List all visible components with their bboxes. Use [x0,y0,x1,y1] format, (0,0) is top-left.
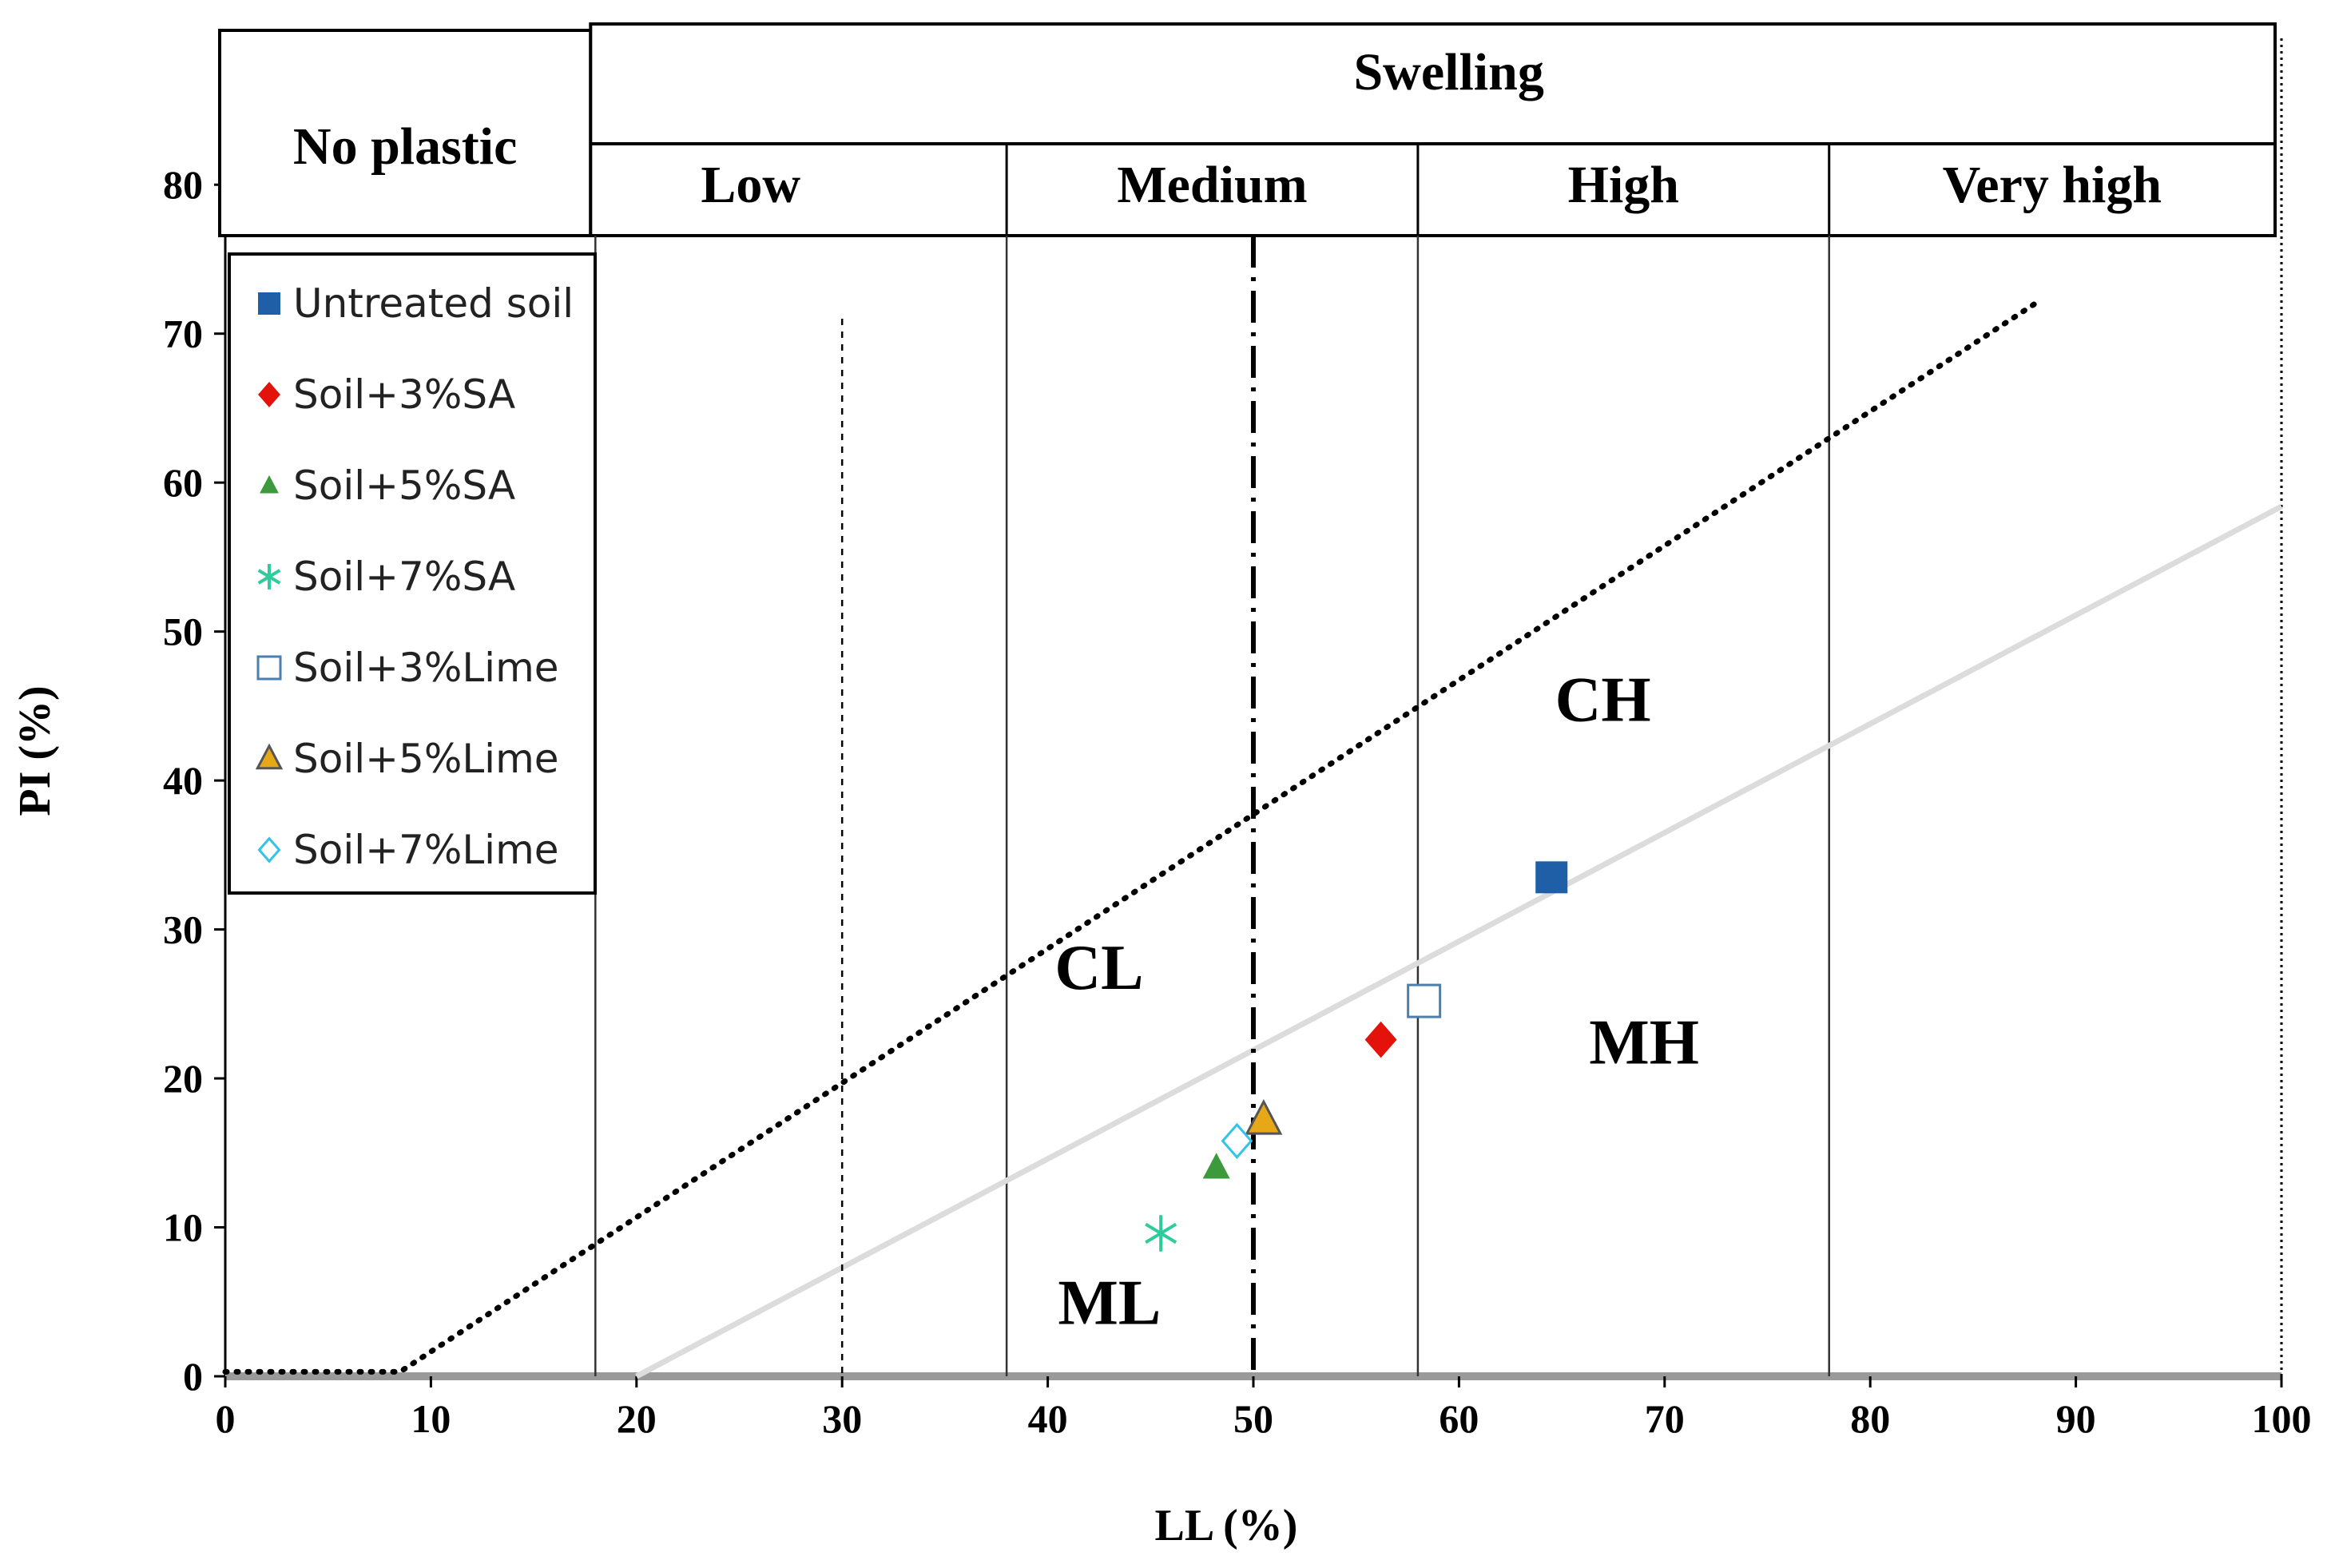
x-tick-label: 0 [216,1396,236,1441]
x-tick-label: 70 [1645,1396,1685,1441]
legend-item: Soil+7%SA [257,554,515,600]
y-tick-label: 10 [163,1205,203,1250]
y-tick-label: 50 [163,609,203,654]
data-point-untreated-soil [1535,861,1568,894]
data-point-soil-5-sa [1202,1153,1230,1179]
legend-label: Soil+5%Lime [293,736,559,782]
legend-label: Soil+5%SA [293,462,515,509]
legend-marker [257,564,281,589]
y-tick-label: 40 [163,758,203,803]
y-axis-title: PI (%) [10,685,60,816]
x-tick-label: 40 [1028,1396,1068,1441]
x-tick-label: 80 [1850,1396,1890,1441]
swelling-class-label: Low [701,156,800,214]
x-tick-label: 60 [1439,1396,1479,1441]
swelling-table [589,22,2277,237]
y-tick-label: 60 [163,460,203,505]
data-point-soil-3-sa [1364,1021,1397,1058]
zone-label-ch: CH [1555,665,1651,736]
legend-marker [255,743,284,770]
u-line [222,300,2038,1375]
legend-label: Soil+7%Lime [293,827,559,873]
data-point-soil-5-lime [1245,1098,1283,1135]
data-point-soil-3-lime [1407,983,1442,1018]
y-tick-label: 80 [163,162,203,207]
x-tick-label: 30 [822,1396,862,1441]
legend-item: Untreated soil [258,280,574,327]
y-tick-label: 0 [183,1354,203,1399]
zone-label-mh: MH [1589,1007,1699,1078]
legend-marker [257,836,281,863]
legend-item: Soil+5%SA [260,462,515,509]
legend-marker [256,655,282,681]
y-tick-label: 20 [163,1056,203,1101]
x-tick-label: 90 [2056,1396,2096,1441]
legend-item: Soil+5%Lime [255,736,559,782]
x-tick-label: 50 [1233,1396,1273,1441]
legend-item: Soil+3%SA [258,371,515,418]
legend-marker [260,474,279,494]
legend: Untreated soil Soil+3%SA Soil+5%SA Soil+7%S… [228,252,597,895]
y-tick-label: 30 [163,907,203,952]
x-tick-label: 20 [617,1396,657,1441]
swelling-class-label: Medium [1117,156,1307,214]
a-line [635,503,2283,1379]
legend-item: Soil+3%Lime [256,645,559,691]
zone-label-ml: ML [1058,1268,1161,1339]
no-plastic-label: No plastic [293,117,518,176]
legend-marker [258,382,280,407]
legend-item: Soil+7%Lime [257,827,559,873]
legend-label: Soil+7%SA [293,554,515,600]
data-point-soil-7-lime [1221,1122,1253,1160]
legend-box [228,252,597,895]
no-plastic-cell [218,29,593,237]
zone-label-cl: CL [1054,933,1143,1003]
x-tick-label: 100 [2252,1396,2312,1441]
legend-label: Untreated soil [293,280,574,327]
y-tick-label: 70 [163,312,203,356]
x-axis-title: LL (%) [1155,1501,1298,1550]
x-tick-label: 10 [411,1396,451,1441]
swelling-header: Swelling [1353,43,1543,101]
legend-label: Soil+3%SA [293,371,515,418]
data-point-soil-7-sa [1145,1215,1177,1252]
legend-label: Soil+3%Lime [293,645,559,691]
swelling-class-label: High [1568,156,1679,214]
swelling-class-label: Very high [1943,156,2162,214]
legend-marker [258,292,280,315]
